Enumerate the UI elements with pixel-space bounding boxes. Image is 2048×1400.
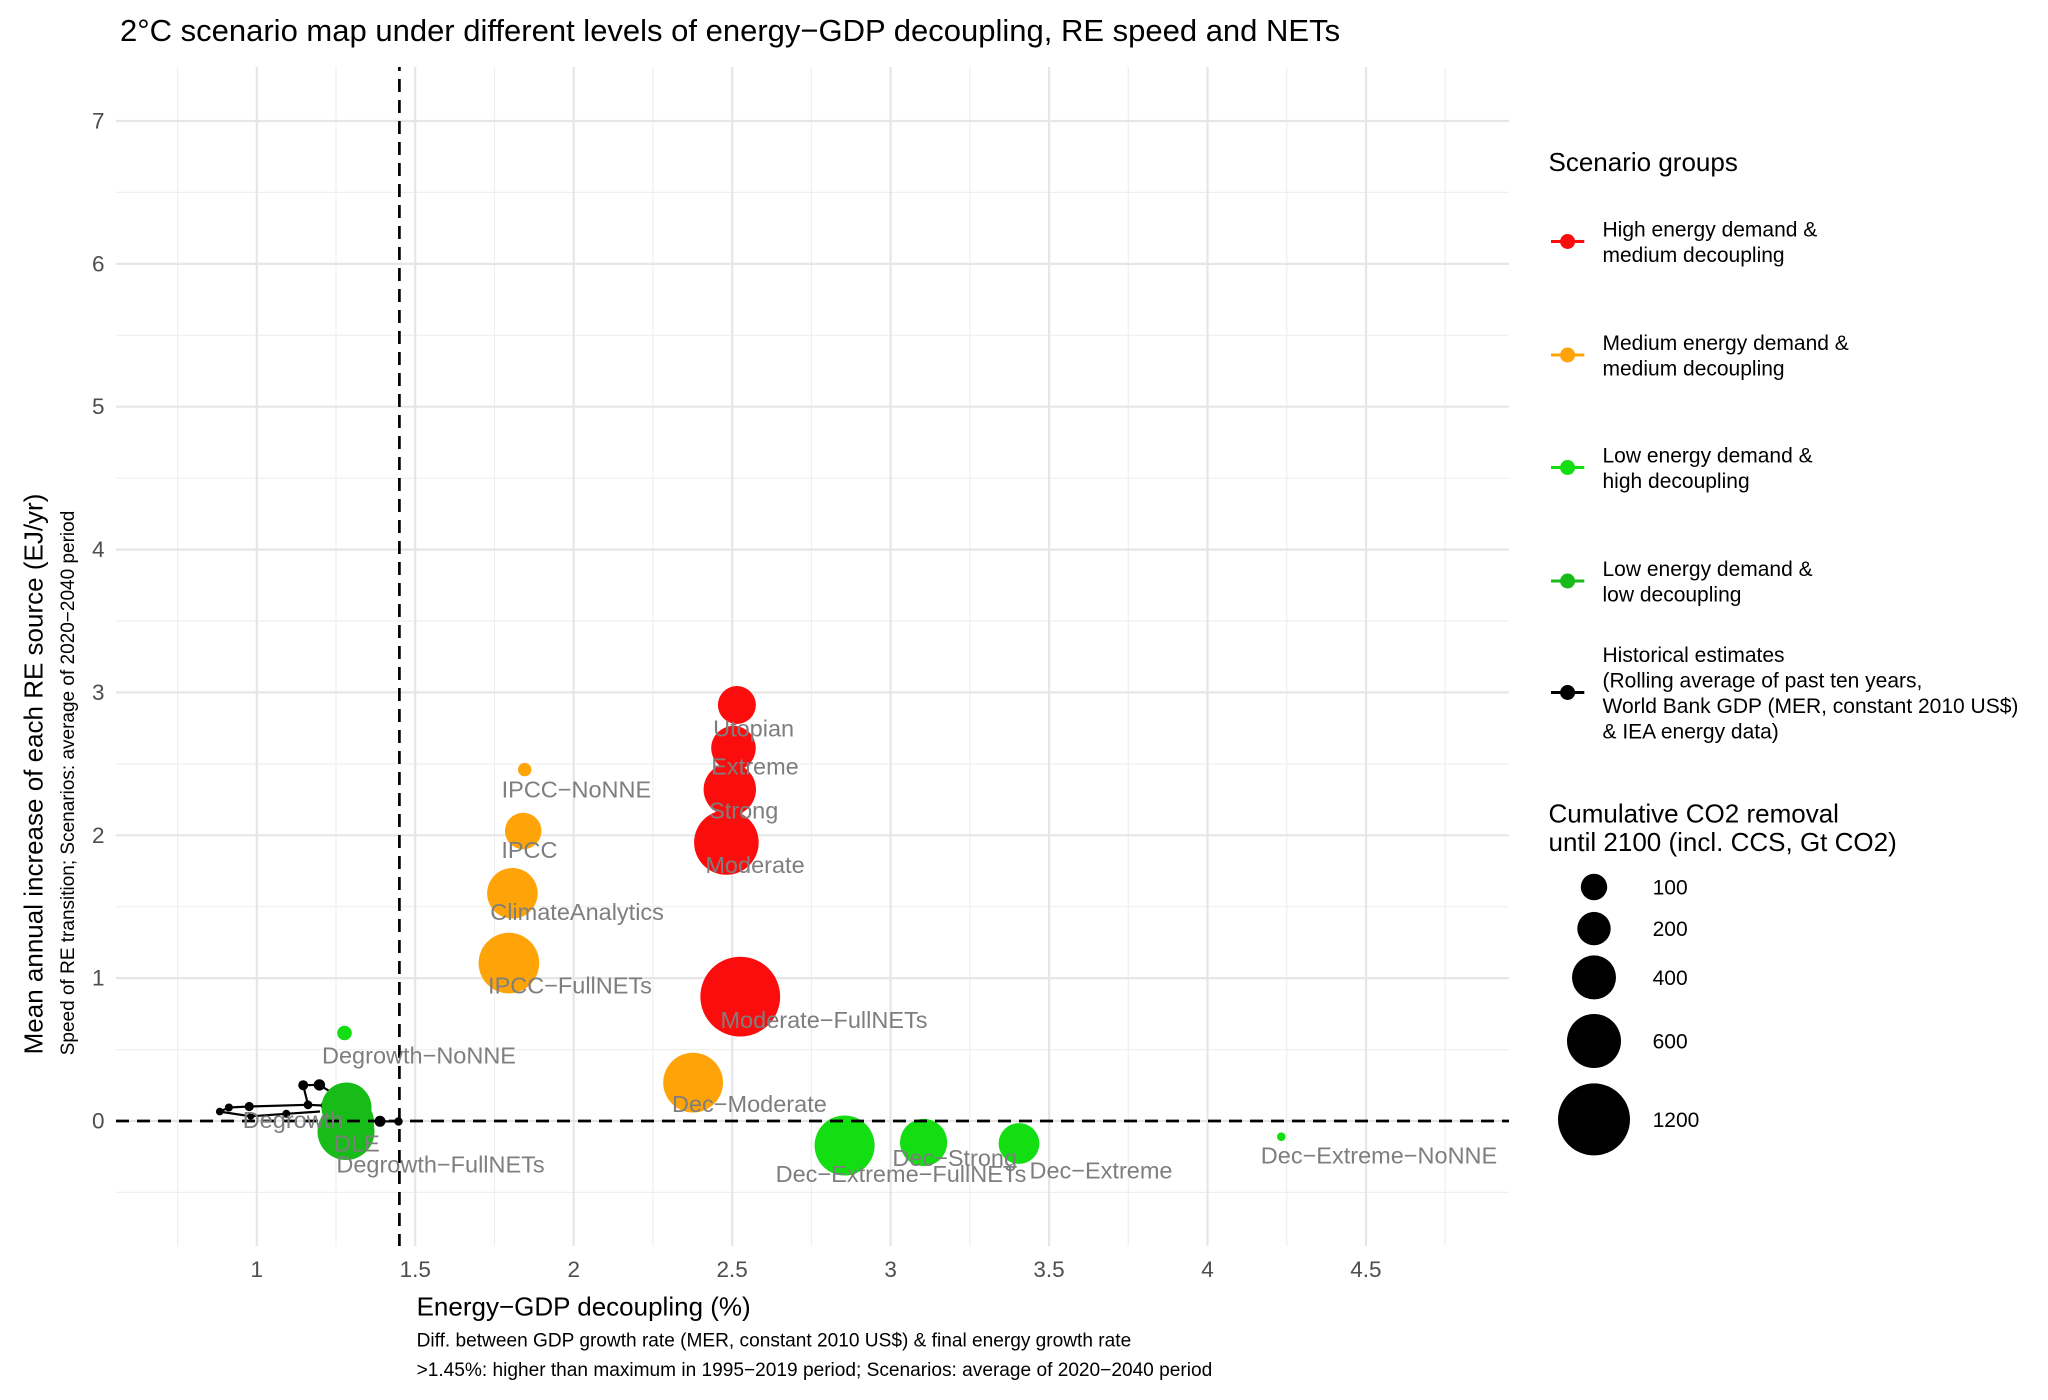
svg-text:IPCC−NoNNE: IPCC−NoNNE	[502, 777, 652, 803]
svg-text:Strong: Strong	[709, 798, 778, 824]
svg-text:Moderate: Moderate	[705, 852, 804, 878]
svg-text:Low energy demand &: Low energy demand &	[1603, 444, 1813, 467]
svg-text:4: 4	[92, 537, 105, 562]
svg-text:Mean annual increase of each R: Mean annual increase of each RE source (…	[19, 494, 49, 1055]
svg-text:1: 1	[251, 1257, 264, 1282]
svg-text:3: 3	[92, 680, 105, 705]
svg-text:0: 0	[92, 1109, 105, 1134]
svg-text:2: 2	[92, 823, 105, 848]
svg-text:Medium energy demand &: Medium energy demand &	[1603, 332, 1849, 355]
svg-text:& IEA energy data): & IEA energy data)	[1603, 720, 1779, 743]
svg-text:Degrowth: Degrowth	[243, 1107, 344, 1133]
svg-text:Diff. between GDP growth rate: Diff. between GDP growth rate (MER, cons…	[417, 1331, 1132, 1352]
svg-text:medium decoupling: medium decoupling	[1603, 357, 1785, 380]
svg-text:Degrowth−NoNNE: Degrowth−NoNNE	[322, 1042, 516, 1068]
svg-text:IPCC: IPCC	[501, 837, 557, 863]
svg-text:3.5: 3.5	[1033, 1257, 1064, 1282]
svg-text:>1.45%: higher than maximum in: >1.45%: higher than maximum in 1995−2019…	[417, 1360, 1213, 1381]
svg-text:Dec−Strong: Dec−Strong	[892, 1145, 1017, 1171]
svg-text:Utopian: Utopian	[713, 716, 794, 742]
svg-text:Extreme: Extreme	[711, 754, 799, 780]
svg-text:100: 100	[1653, 877, 1688, 900]
svg-text:Dec−Extreme: Dec−Extreme	[1029, 1157, 1172, 1183]
svg-text:Low energy demand &: Low energy demand &	[1603, 558, 1813, 581]
svg-text:High energy demand &: High energy demand &	[1603, 218, 1818, 241]
svg-text:Dec−Extreme−FullNETs: Dec−Extreme−FullNETs	[776, 1161, 1027, 1187]
svg-text:World Bank GDP (MER, constant: World Bank GDP (MER, constant 2010 US$)	[1603, 695, 2019, 718]
svg-text:Dec−Extreme−NoNNE: Dec−Extreme−NoNNE	[1261, 1142, 1497, 1168]
svg-text:400: 400	[1653, 967, 1688, 990]
svg-text:Scenario groups: Scenario groups	[1549, 147, 1738, 177]
svg-text:1200: 1200	[1653, 1109, 1700, 1132]
svg-text:2.5: 2.5	[717, 1257, 748, 1282]
svg-text:Speed of RE transition; Scenar: Speed of RE transition; Scenarios: avera…	[58, 511, 79, 1056]
svg-text:600: 600	[1653, 1031, 1688, 1054]
svg-text:7: 7	[92, 109, 105, 134]
svg-text:6: 6	[92, 251, 105, 276]
svg-text:(Rolling average of past ten y: (Rolling average of past ten years,	[1603, 669, 1923, 692]
svg-text:ClimateAnalytics: ClimateAnalytics	[490, 899, 664, 925]
svg-text:medium decoupling: medium decoupling	[1603, 244, 1785, 267]
svg-text:high decoupling: high decoupling	[1603, 470, 1750, 493]
svg-text:2: 2	[567, 1257, 580, 1282]
svg-text:low decoupling: low decoupling	[1603, 583, 1742, 606]
svg-text:until 2100 (incl. CCS, Gt CO2): until 2100 (incl. CCS, Gt CO2)	[1549, 827, 1897, 857]
svg-text:1: 1	[92, 966, 105, 991]
svg-text:DLE: DLE	[334, 1130, 380, 1156]
svg-text:Historical estimates: Historical estimates	[1603, 644, 1785, 667]
svg-text:2°C scenario map under differe: 2°C scenario map under different levels …	[120, 13, 1340, 48]
svg-text:IPCC−FullNETs: IPCC−FullNETs	[488, 972, 652, 998]
svg-text:200: 200	[1653, 918, 1688, 941]
svg-text:Degrowth−FullNETs: Degrowth−FullNETs	[336, 1151, 544, 1177]
svg-text:5: 5	[92, 394, 105, 419]
svg-text:1.5: 1.5	[400, 1257, 431, 1282]
svg-text:4.5: 4.5	[1350, 1257, 1381, 1282]
svg-text:Cumulative CO2 removal: Cumulative CO2 removal	[1549, 798, 1839, 828]
svg-text:3: 3	[884, 1257, 897, 1282]
svg-text:Dec−Moderate: Dec−Moderate	[672, 1091, 827, 1117]
svg-text:Moderate−FullNETs: Moderate−FullNETs	[720, 1007, 927, 1033]
svg-text:4: 4	[1201, 1257, 1214, 1282]
svg-text:Energy−GDP decoupling (%): Energy−GDP decoupling (%)	[417, 1291, 751, 1321]
